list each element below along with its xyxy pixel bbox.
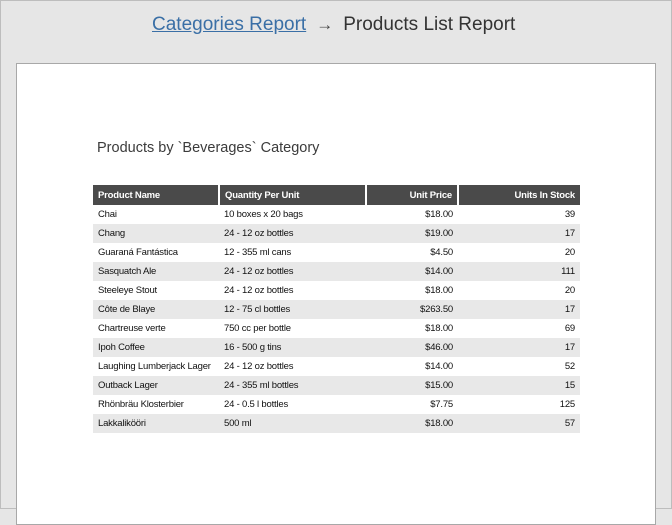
quantity-per-unit-cell: 24 - 355 ml bottles — [219, 376, 366, 395]
unit-price-cell: $18.00 — [425, 209, 453, 220]
breadcrumb-link-categories-report[interactable]: Categories Report — [152, 14, 307, 35]
unit-price-cell: $14.00 — [366, 262, 458, 281]
table-row: Sasquatch Ale 24 - 12 oz bottles $14.00 111 — [93, 262, 580, 281]
unit-price-cell: $19.00 — [366, 224, 458, 243]
product-name-cell: Laughing Lumberjack Lager — [98, 361, 211, 372]
quantity-per-unit-cell: 24 - 12 oz bottles — [224, 285, 294, 296]
table-row: Chartreuse verte 750 cc per bottle $18.00 6… — [93, 319, 580, 338]
table-row: Steeleye Stout 24 - 12 oz bottles $18.00 20 — [93, 281, 580, 300]
product-name-cell: Ipoh Coffee — [93, 338, 219, 357]
arrow-right-icon: → — [316, 15, 334, 34]
units-in-stock-cell: 52 — [564, 361, 575, 372]
product-name-cell: Guaraná Fantástica — [98, 247, 178, 258]
units-in-stock-cell: 125 — [559, 399, 575, 410]
product-name-cell: Lakkalikööri — [93, 414, 219, 433]
quantity-per-unit-cell: 12 - 355 ml cans — [224, 247, 292, 258]
quantity-per-unit-cell: 12 - 75 cl bottles — [219, 300, 366, 319]
report-page: Products by `Beverages` Category Product… — [16, 63, 656, 525]
table-body: Chai 10 boxes x 20 bags $18.00 39 Chang 24 - … — [93, 205, 580, 433]
column-header-quantity-per-unit: Quantity Per Unit — [219, 185, 367, 205]
unit-price-cell: $263.50 — [366, 300, 458, 319]
unit-price-cell: $18.00 — [425, 323, 453, 334]
units-in-stock-cell: 20 — [564, 285, 575, 296]
column-header-units-in-stock: Units In Stock — [458, 185, 580, 205]
table-row: Laughing Lumberjack Lager 24 - 12 oz bott… — [93, 357, 580, 376]
units-in-stock-cell: 39 — [564, 209, 575, 220]
table-row: Côte de Blaye 12 - 75 cl bottles $263.50 17 — [93, 300, 580, 319]
units-in-stock-cell: 69 — [564, 323, 575, 334]
quantity-per-unit-cell: 24 - 0.5 l bottles — [224, 399, 288, 410]
product-name-cell: Outback Lager — [93, 376, 219, 395]
product-name-cell: Chang — [93, 224, 219, 243]
unit-price-cell: $18.00 — [366, 414, 458, 433]
units-in-stock-cell: 20 — [564, 247, 575, 258]
unit-price-cell: $7.75 — [430, 399, 453, 410]
units-in-stock-cell: 17 — [458, 224, 580, 243]
table-row: Chai 10 boxes x 20 bags $18.00 39 — [93, 205, 580, 224]
product-name-cell: Rhönbräu Klosterbier — [98, 399, 184, 410]
unit-price-cell: $4.50 — [430, 247, 453, 258]
units-in-stock-cell: 17 — [458, 300, 580, 319]
table-row: Chang 24 - 12 oz bottles $19.00 17 — [93, 224, 580, 243]
product-name-cell: Côte de Blaye — [93, 300, 219, 319]
column-header-unit-price: Unit Price — [366, 185, 459, 205]
quantity-per-unit-cell: 24 - 12 oz bottles — [224, 361, 294, 372]
breadcrumb: Categories Report → Products List Report — [152, 12, 515, 38]
table-row: Lakkalikööri 500 ml $18.00 57 — [93, 414, 580, 433]
units-in-stock-cell: 111 — [458, 262, 580, 281]
product-name-cell: Steeleye Stout — [98, 285, 157, 296]
units-in-stock-cell: 17 — [458, 338, 580, 357]
column-header-product-name: Product Name — [93, 185, 220, 205]
product-name-cell: Chai — [98, 209, 117, 220]
breadcrumb-current: Products List Report — [343, 14, 516, 35]
unit-price-cell: $46.00 — [366, 338, 458, 357]
units-in-stock-cell: 15 — [458, 376, 580, 395]
unit-price-cell: $18.00 — [425, 285, 453, 296]
unit-price-cell: $15.00 — [366, 376, 458, 395]
units-in-stock-cell: 57 — [458, 414, 580, 433]
table-header-row: Product Name Quantity Per Unit Unit Pric… — [93, 185, 580, 205]
quantity-per-unit-cell: 10 boxes x 20 bags — [224, 209, 303, 220]
unit-price-cell: $14.00 — [425, 361, 453, 372]
product-name-cell: Chartreuse verte — [98, 323, 166, 334]
quantity-per-unit-cell: 24 - 12 oz bottles — [219, 224, 366, 243]
report-title: Products by `Beverages` Category — [97, 140, 320, 156]
table-row: Guaraná Fantástica 12 - 355 ml cans $4.50 2… — [93, 243, 580, 262]
quantity-per-unit-cell: 750 cc per bottle — [224, 323, 291, 334]
quantity-per-unit-cell: 16 - 500 g tins — [219, 338, 366, 357]
product-name-cell: Sasquatch Ale — [93, 262, 219, 281]
table-row: Outback Lager 24 - 355 ml bottles $15.00 15 — [93, 376, 580, 395]
table-row: Ipoh Coffee 16 - 500 g tins $46.00 17 — [93, 338, 580, 357]
quantity-per-unit-cell: 24 - 12 oz bottles — [219, 262, 366, 281]
table-row: Rhönbräu Klosterbier 24 - 0.5 l bottles $7… — [93, 395, 580, 414]
products-table: Product Name Quantity Per Unit Unit Pric… — [93, 185, 580, 433]
quantity-per-unit-cell: 500 ml — [219, 414, 366, 433]
